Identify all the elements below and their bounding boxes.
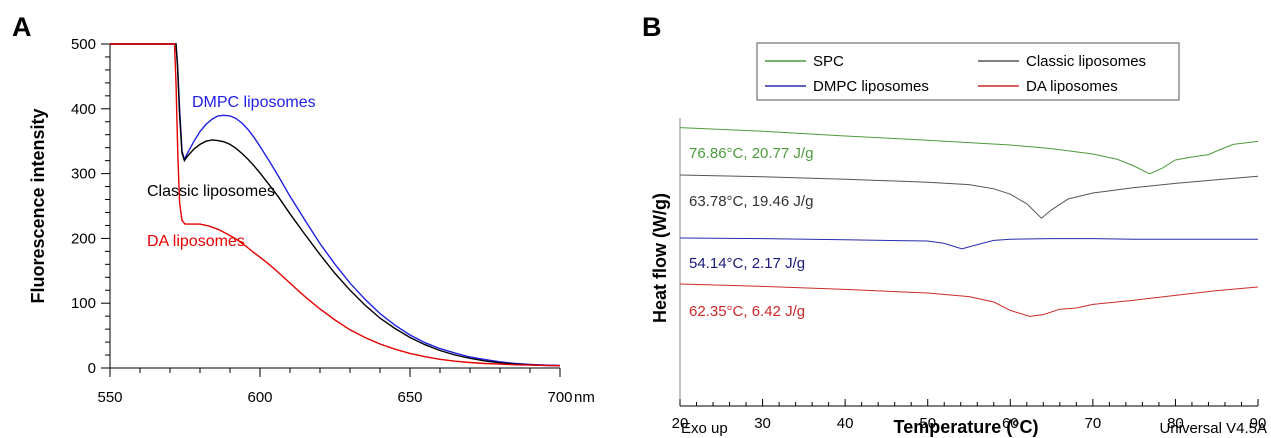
panel-a-y-ticks: 0 100 200 300 400 500 — [71, 36, 110, 377]
series-line-da-liposomes — [110, 43, 561, 367]
panel-b-plot-frame — [679, 118, 1258, 407]
panel-b: B Heat flow (W/g) SPC Classic liposomes … — [642, 12, 1267, 437]
panel-b-letter: B — [642, 12, 662, 42]
panel-a-annotation-classic: Classic liposomes — [147, 183, 275, 200]
y-tick-label: 300 — [71, 166, 96, 183]
panel-a: A Fluorescence intensity 0 100 200 300 400 50… — [12, 12, 595, 406]
y-tick-label: 400 — [71, 101, 96, 118]
series-line-da-liposomes — [679, 283, 1259, 317]
x-tick-label: 60 — [1002, 415, 1019, 432]
series-line-spc — [679, 127, 1259, 175]
panel-b-series — [679, 127, 1259, 317]
legend-label-dmpc: DMPC liposomes — [813, 78, 929, 95]
panel-b-legend: SPC Classic liposomes DMPC liposomes DA … — [756, 42, 1180, 101]
x-tick-label: 650 — [397, 389, 422, 406]
panel-a-x-ticks: 550 600 650 700 — [97, 368, 573, 406]
x-tick-label: 20 — [672, 415, 689, 432]
series-line-classic-liposomes — [679, 174, 1259, 219]
panel-b-footer-exo-up: Exo up — [681, 420, 728, 437]
series-line-dmpc-liposomes — [110, 43, 561, 367]
y-tick-label: 500 — [71, 36, 96, 53]
panel-a-y-axis-title: Fluorescence intensity — [28, 108, 48, 303]
panel-b-x-axis-title: Temperature (°C) — [894, 417, 1039, 437]
x-tick-label: 700 — [547, 389, 572, 406]
panel-a-x-unit: nm — [574, 389, 595, 406]
panel-b-annotation-classic: 63.78°C, 19.46 J/g — [689, 193, 813, 210]
y-tick-label: 200 — [71, 230, 96, 247]
x-tick-label: 90 — [1250, 415, 1267, 432]
x-tick-label: 40 — [837, 415, 854, 432]
panel-a-annotation-da: DA liposomes — [147, 233, 245, 250]
legend-box — [756, 42, 1180, 101]
legend-label-spc: SPC — [813, 53, 844, 70]
panel-a-series — [110, 43, 561, 367]
series-line-dmpc-liposomes — [679, 237, 1258, 250]
legend-label-da: DA liposomes — [1026, 78, 1118, 95]
panel-a-annotations: DMPC liposomes Classic liposomes DA lipo… — [147, 94, 316, 250]
panel-b-annotation-da: 62.35°C, 6.42 J/g — [689, 303, 805, 320]
panel-a-plot-frame — [109, 44, 560, 369]
x-tick-label: 80 — [1167, 415, 1184, 432]
x-tick-label: 600 — [247, 389, 272, 406]
panel-a-letter: A — [12, 12, 32, 42]
y-tick-label: 100 — [71, 295, 96, 312]
panel-b-annotations: 76.86°C, 20.77 J/g 63.78°C, 19.46 J/g 54… — [689, 145, 813, 320]
legend-label-classic: Classic liposomes — [1026, 53, 1146, 70]
x-tick-label: 50 — [919, 415, 936, 432]
x-tick-label: 550 — [97, 389, 122, 406]
y-tick-label: 0 — [88, 360, 96, 377]
series-line-classic-liposomes — [110, 43, 561, 367]
panel-b-annotation-spc: 76.86°C, 20.77 J/g — [689, 145, 813, 162]
panel-a-annotation-dmpc: DMPC liposomes — [192, 94, 316, 111]
panel-b-y-axis-title: Heat flow (W/g) — [650, 193, 670, 323]
x-tick-label: 70 — [1085, 415, 1102, 432]
x-tick-label: 30 — [754, 415, 771, 432]
panel-b-annotation-dmpc: 54.14°C, 2.17 J/g — [689, 255, 805, 272]
panel-b-x-ticks: 20 30 40 50 60 70 80 90 — [672, 399, 1267, 432]
panel-b-footer-version: Universal V4.5A — [1159, 420, 1267, 437]
